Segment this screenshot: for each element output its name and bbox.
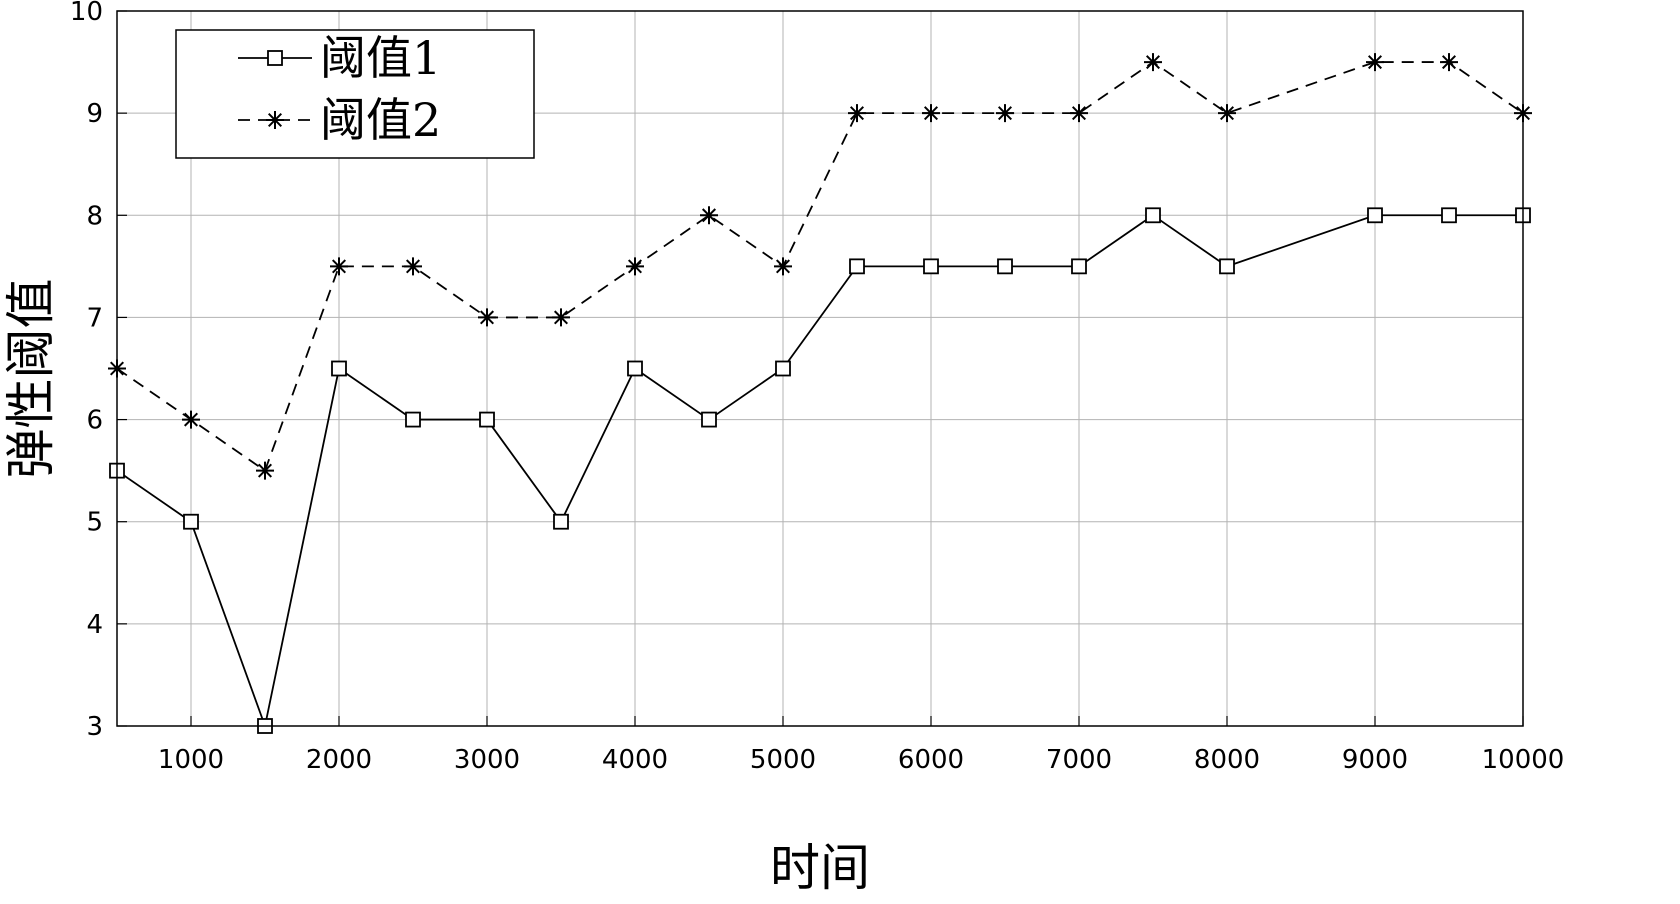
legend-label-series-2: 阈值2 (320, 93, 441, 147)
series-1-point (553, 513, 569, 530)
x-tick-label: 8000 (1194, 745, 1260, 775)
x-tick-label: 10000 (1482, 745, 1565, 775)
y-tick-label: 10 (70, 0, 103, 27)
y-tick-label: 3 (86, 712, 103, 742)
series-layer (108, 53, 1532, 734)
y-tick-label: 9 (86, 99, 103, 129)
series-2-point (1218, 104, 1236, 123)
legend-label-series-1: 阈值1 (320, 31, 441, 85)
x-tick-label: 5000 (750, 745, 816, 775)
legend-marker-series-1 (267, 50, 283, 66)
series-1-point (997, 258, 1013, 275)
series-1-point (775, 360, 791, 377)
y-tick-label: 6 (86, 406, 103, 436)
series-2-point (1070, 104, 1088, 123)
legend-marker-series-2 (266, 111, 284, 129)
x-axis-title: 时间 (770, 839, 870, 897)
series-2-point (1440, 53, 1458, 72)
series-2-point (404, 257, 422, 276)
y-tick-label: 4 (86, 610, 103, 640)
x-tick-label: 7000 (1046, 745, 1112, 775)
series-2-point (330, 257, 348, 276)
series-2-point (626, 257, 644, 276)
series-1-point (1219, 258, 1235, 275)
series-2-point (1144, 53, 1162, 72)
series-1-point (1441, 207, 1457, 224)
y-tick-labels: 3 4 5 6 7 8 9 10 (70, 0, 127, 742)
series-1-line (116, 214, 1523, 730)
x-tick-labels: 1000 2000 3000 4000 5000 6000 7000 8000 9000 1000… (158, 716, 1564, 775)
series-1 (109, 207, 1531, 734)
series-1-point (1071, 258, 1087, 275)
x-tick-label: 2000 (306, 745, 372, 775)
series-1-point (1367, 207, 1383, 224)
legend-entry-series-1: 阈值1 (238, 31, 441, 85)
y-axis-title: 弹性阈值 (2, 279, 60, 479)
series-2-point (848, 104, 866, 123)
x-tick-label: 9000 (1342, 745, 1408, 775)
y-tick-label: 7 (86, 303, 103, 333)
series-1-point (849, 258, 865, 275)
y-tick-label: 8 (86, 201, 103, 231)
series-2-point (182, 410, 200, 429)
x-tick-label: 1000 (158, 745, 224, 775)
y-tick-label: 5 (86, 508, 103, 538)
series-1-point (1145, 207, 1161, 224)
series-1-point (405, 411, 421, 428)
series-2-point (922, 104, 940, 123)
series-1-point (183, 513, 199, 530)
series-2-point (774, 257, 792, 276)
series-2-point (478, 308, 496, 327)
legend: 阈值1 阈值2 (175, 29, 535, 159)
series-1-point (627, 360, 643, 377)
series-2-point (700, 206, 718, 225)
series-2-point (996, 104, 1014, 123)
x-tick-label: 4000 (602, 745, 668, 775)
series-2-point (552, 308, 570, 327)
series-1-point (701, 411, 717, 428)
legend-marker-shape (267, 50, 283, 66)
series-2-point (256, 461, 274, 480)
legend-entry-series-2: 阈值2 (238, 93, 441, 147)
series-1-point (923, 258, 939, 275)
legend-box (175, 29, 535, 159)
x-tick-label: 3000 (454, 745, 520, 775)
series-1-point (331, 360, 347, 377)
plot-frame (116, 10, 1524, 727)
series-1-point (479, 411, 495, 428)
series-2-point (1366, 53, 1384, 72)
x-tick-label: 6000 (898, 745, 964, 775)
legend-marker-shape (266, 111, 284, 129)
